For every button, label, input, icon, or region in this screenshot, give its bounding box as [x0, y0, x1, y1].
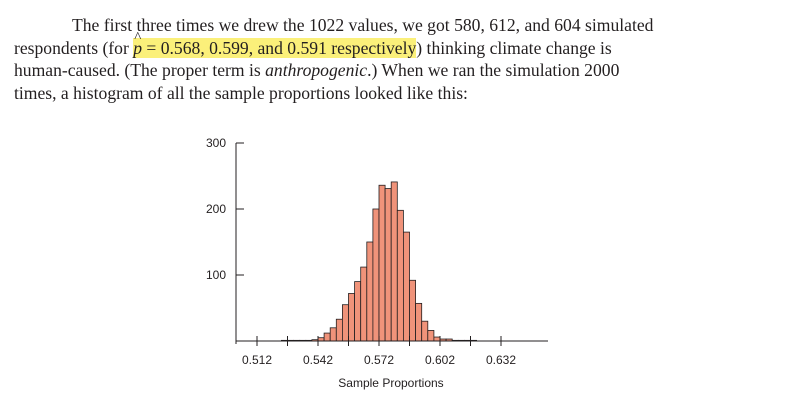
- paragraph-line-3: human-caused. (The proper term is anthro…: [14, 59, 778, 82]
- histogram-bar: [323, 332, 331, 342]
- x-tick-label: 0.542: [303, 353, 333, 367]
- x-tick-label: 0.632: [486, 353, 516, 367]
- x-axis-label: Sample Proportions: [338, 376, 443, 390]
- line3-suffix: .) When we ran the simulation 2000: [367, 60, 620, 80]
- highlighted-values: p ^ = 0.568, 0.599, and 0.591 respectivel…: [133, 30, 417, 60]
- histogram-bar: [372, 208, 380, 342]
- histogram-bar: [415, 302, 423, 342]
- histogram-bar: [427, 330, 435, 342]
- histogram-bar: [384, 188, 392, 342]
- x-tick-label: 0.512: [242, 353, 272, 367]
- x-tick-label: 0.602: [425, 353, 455, 367]
- histogram-bar: [409, 279, 416, 342]
- histogram-bar: [348, 293, 355, 342]
- y-tick-label: 300: [206, 136, 226, 150]
- paragraph-line-4: times, a histogram of all the sample pro…: [14, 82, 468, 103]
- line2-suffix: ) thinking climate change is: [416, 37, 612, 58]
- histogram-bar: [433, 336, 441, 342]
- histogram-bar: [335, 318, 343, 342]
- paragraph-line-2: respondents (for p ^ = 0.568, 0.599, and …: [14, 30, 778, 60]
- chart-axes: 100 200 300 0.512 0.542 0.572 0.602 0.632: [206, 136, 548, 367]
- histogram-bar: [378, 184, 386, 342]
- histogram-bar: [390, 181, 398, 342]
- histogram-bar: [396, 209, 404, 342]
- histogram-bar: [360, 266, 368, 342]
- histogram-bar: [341, 304, 349, 342]
- hat-accent: ^: [134, 29, 142, 46]
- y-tick-label: 200: [206, 202, 226, 216]
- body-paragraph: The first three times we drew the 1022 v…: [14, 14, 778, 104]
- p-symbol: p: [133, 37, 143, 58]
- highlighted-values-text: = 0.568, 0.599, and 0.591 respectively: [142, 37, 417, 58]
- y-tick-label: 100: [206, 268, 226, 282]
- histogram-bar: [421, 320, 429, 342]
- histogram-bar: [402, 231, 410, 342]
- histogram-bar: [366, 241, 374, 342]
- p-hat-symbol: p ^: [133, 30, 143, 60]
- histogram-bar: [329, 327, 337, 342]
- line3-prefix: human-caused. (The proper term is: [14, 60, 266, 80]
- histogram-bars: [280, 181, 477, 342]
- italic-term: anthropogenic: [265, 60, 368, 80]
- x-tick-label: 0.572: [364, 353, 394, 367]
- line2-prefix: respondents (for: [14, 37, 134, 58]
- histogram-bar: [354, 281, 362, 342]
- paragraph-line-1: The first three times we drew the 1022 v…: [72, 15, 654, 35]
